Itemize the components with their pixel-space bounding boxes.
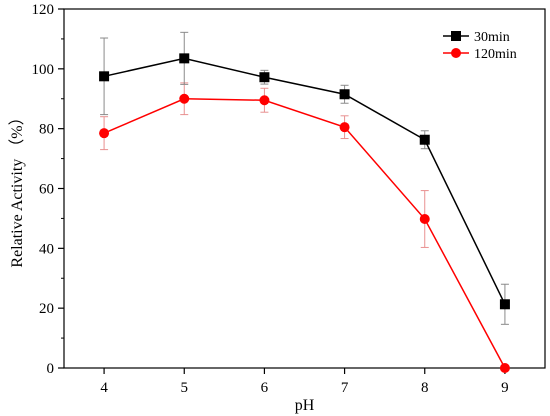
data-point (179, 53, 190, 64)
data-point (99, 128, 110, 139)
series-30min (99, 31, 510, 325)
x-tick-label: 5 (181, 380, 189, 396)
y-tick-label: 80 (39, 122, 54, 138)
data-point (259, 95, 270, 106)
y-axis: 0 20 40 60 80 100 120 (32, 2, 64, 377)
y-tick-label: 20 (39, 301, 54, 317)
y-tick-label: 40 (39, 241, 54, 257)
legend: 30min 120min (443, 30, 517, 62)
data-point (339, 89, 350, 100)
y-tick-label: 120 (32, 2, 55, 18)
x-axis: 4 5 6 7 8 9 (100, 368, 509, 396)
data-point (419, 134, 430, 145)
plot-frame (63, 8, 546, 369)
data-point (419, 214, 430, 225)
series-layer (99, 31, 510, 373)
x-tick-label: 7 (341, 380, 349, 396)
x-tick-label: 4 (100, 380, 108, 396)
series-line (103, 97, 506, 369)
y-axis-title: Relative Activity （%） (8, 109, 26, 267)
x-tick-label: 8 (421, 380, 429, 396)
data-point (179, 93, 190, 104)
data-point (259, 72, 270, 83)
x-tick-label: 6 (261, 380, 269, 396)
series-120min (99, 82, 510, 373)
legend-marker (451, 31, 461, 41)
legend-label: 120min (474, 47, 517, 62)
y-tick-label: 60 (39, 182, 54, 198)
y-tick-label: 100 (32, 62, 55, 78)
data-point (339, 122, 350, 133)
data-point (499, 363, 510, 373)
legend-marker (451, 48, 461, 58)
y-tick-label: 0 (47, 361, 55, 377)
data-point (99, 71, 110, 82)
x-axis-title: pH (295, 397, 315, 414)
series-line (103, 57, 506, 305)
x-tick-label: 9 (501, 380, 509, 396)
legend-label: 30min (474, 30, 510, 45)
data-point (499, 299, 510, 310)
